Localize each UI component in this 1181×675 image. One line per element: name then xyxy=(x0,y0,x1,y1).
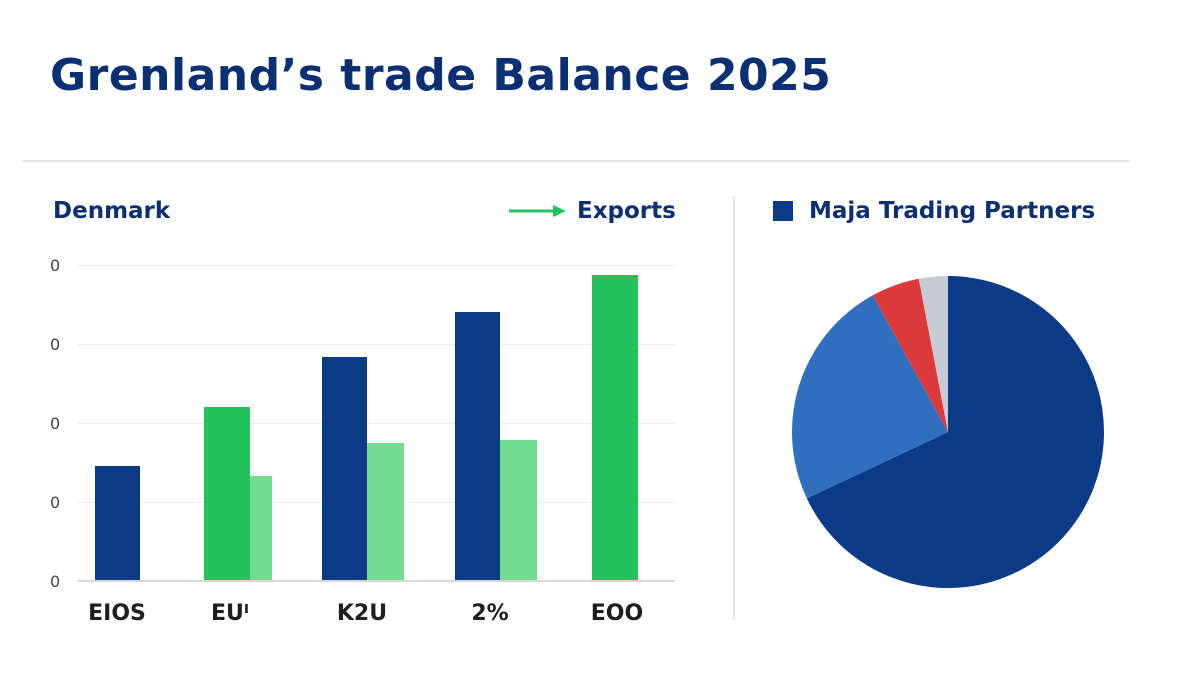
page-title: Grenland’s trade Balance 2025 xyxy=(50,50,832,101)
title-divider xyxy=(22,160,1130,162)
x-axis-baseline xyxy=(78,580,675,582)
y-tick-label: 0 xyxy=(50,256,61,275)
legend-exports: Exports xyxy=(509,198,676,224)
pie-slice xyxy=(872,278,948,432)
x-tick-label: 2% xyxy=(471,601,509,626)
y-tick-label: 0 xyxy=(50,335,61,354)
x-tick-label: EIOS xyxy=(88,601,146,626)
bar-primary xyxy=(322,357,367,581)
panel-divider xyxy=(733,196,735,620)
pie-slice xyxy=(918,276,948,432)
bar-primary xyxy=(95,465,140,581)
bar-primary xyxy=(204,407,250,581)
pie-slice xyxy=(806,276,1104,588)
bar-secondary xyxy=(500,440,537,581)
y-tick-label: 0 xyxy=(50,493,61,512)
gridline xyxy=(78,423,675,424)
bar-secondary xyxy=(367,442,404,581)
bar-chart-title: Denmark xyxy=(53,198,171,224)
bar-primary xyxy=(455,312,500,581)
arrow-right-icon xyxy=(509,205,566,217)
pie-chart-title: Maja Trading Partners xyxy=(773,198,1095,224)
pie-slice xyxy=(792,295,948,499)
x-tick-label: EOO xyxy=(590,601,644,626)
x-tick-label: EUᴵ xyxy=(210,601,250,626)
y-tick-label: 0 xyxy=(50,414,61,433)
pie-chart-title-label: Maja Trading Partners xyxy=(809,198,1096,224)
legend-exports-label: Exports xyxy=(577,198,676,224)
bar-primary xyxy=(592,275,638,581)
gridline xyxy=(78,265,675,266)
y-tick-label: 0 xyxy=(50,572,61,591)
x-tick-label: K2U xyxy=(336,601,388,626)
gridline xyxy=(78,344,675,345)
bar-secondary xyxy=(250,475,272,581)
square-icon xyxy=(773,201,793,221)
pie-chart xyxy=(792,276,1104,588)
